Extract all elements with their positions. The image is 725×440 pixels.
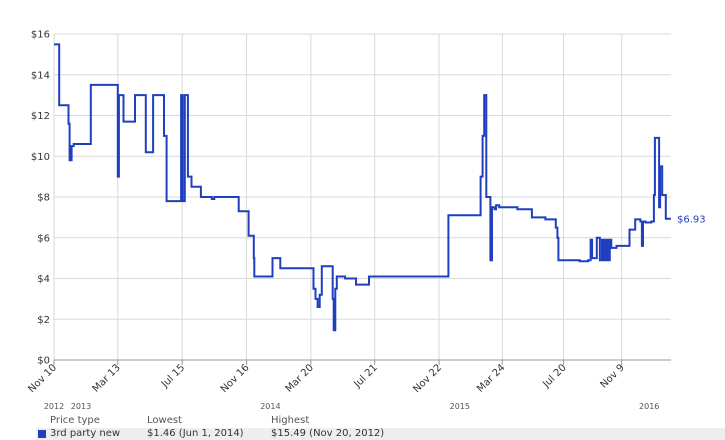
y-tick-label: $12 [31, 111, 50, 122]
price-history-chart: $0 $2 $4 $6 $8 $10 $12 $14 $16 Nov 10 Mar 13 Jul 1… [26, 30, 706, 412]
highest-price: $15.49 (Nov 20, 2012) [271, 428, 385, 439]
year-labels: 2012 2013 2014 2015 2016 [44, 402, 660, 411]
y-tick-label: $0 [37, 356, 50, 367]
legend-row-3rd-party-new[interactable]: 3rd party new $1.46 (Jun 1, 2014) $15.49… [36, 428, 725, 440]
x-tick-label: Jul 21 [352, 362, 380, 390]
x-tick-label: Nov 22 [411, 362, 444, 395]
x-tick-label: Mar 20 [284, 362, 316, 394]
y-tick-label: $4 [37, 274, 50, 285]
x-axis-ticks: Nov 10 Mar 13 Jul 15 Nov 16 Mar 20 Jul 21 Nov … [26, 360, 627, 395]
series-name: 3rd party new [50, 428, 121, 439]
y-tick-label: $10 [31, 152, 50, 163]
year-label: 2013 [71, 402, 91, 411]
x-tick-label: Jul 15 [159, 362, 187, 390]
lowest-price: $1.46 (Jun 1, 2014) [147, 428, 244, 439]
x-tick-label: Nov 9 [598, 362, 626, 390]
year-label: 2016 [639, 402, 659, 411]
y-axis-ticks: $0 $2 $4 $6 $8 $10 $12 $14 $16 [31, 30, 50, 367]
y-tick-label: $16 [31, 30, 50, 41]
header-highest: Highest [271, 415, 310, 426]
x-tick-label: Jul 20 [540, 362, 568, 390]
gridlines [53, 33, 671, 361]
price-legend-table: Price type Lowest Highest 3rd party new … [36, 415, 725, 440]
header-lowest: Lowest [147, 415, 182, 426]
y-tick-label: $2 [37, 315, 50, 326]
series-lines [54, 43, 671, 332]
y-tick-label: $6 [37, 233, 50, 244]
last-price-label: $6.93 [677, 214, 706, 225]
header-price-type: Price type [50, 415, 100, 426]
x-tick-label: Nov 16 [219, 362, 252, 395]
series-color-swatch [38, 430, 46, 438]
x-tick-label: Mar 13 [91, 362, 123, 394]
year-label: 2012 [44, 402, 64, 411]
x-tick-label: Nov 10 [26, 362, 59, 395]
year-label: 2015 [450, 402, 470, 411]
year-label: 2014 [260, 402, 280, 411]
series-line-3rd-party-new [54, 43, 671, 332]
y-tick-label: $8 [37, 193, 50, 204]
x-tick-label: Mar 24 [475, 362, 507, 394]
y-tick-label: $14 [31, 70, 50, 81]
legend-table-header: Price type Lowest Highest [36, 415, 725, 428]
